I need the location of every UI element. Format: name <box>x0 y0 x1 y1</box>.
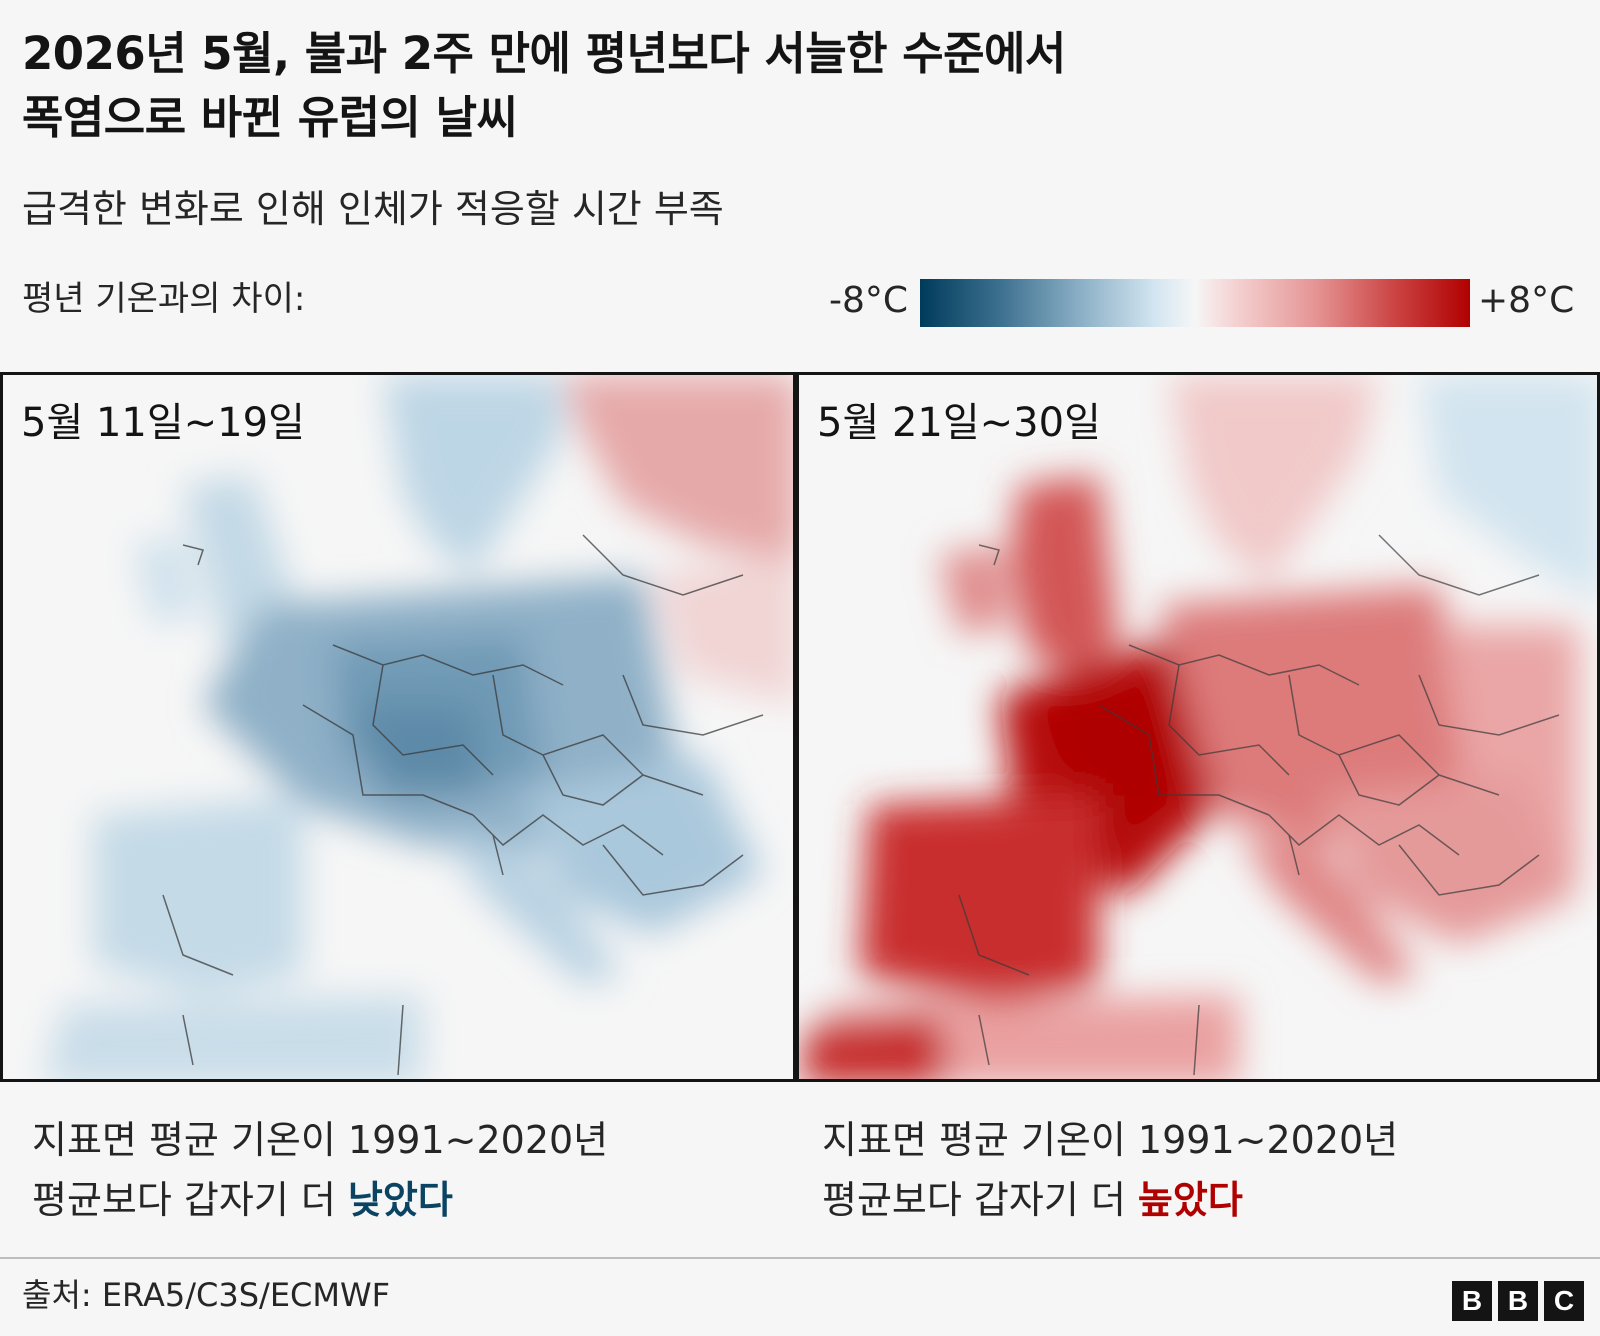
color-scale-bar <box>920 279 1470 327</box>
panel-date-label: 5월 21일~30일 <box>817 400 1101 446</box>
logo-letter: B <box>1498 1281 1538 1321</box>
map-panel-cold: 5월 11일~19일 <box>0 372 796 1082</box>
caption-line-1: 지표면 평균 기온이 1991~2020년 <box>32 1118 609 1162</box>
caption-line-1: 지표면 평균 기온이 1991~2020년 <box>822 1118 1399 1162</box>
caption-emphasis-hot: 높았다 <box>1137 1178 1243 1222</box>
panel-date-label: 5월 11일~19일 <box>21 400 305 446</box>
europe-map-cold <box>3 375 793 1079</box>
footer-divider <box>0 1257 1600 1259</box>
europe-map-warm <box>799 375 1597 1079</box>
map-panel-warm: 5월 21일~30일 <box>796 372 1600 1082</box>
country-borders <box>958 534 1560 1076</box>
caption-emphasis-cold: 낮았다 <box>347 1178 453 1222</box>
caption-prefix: 평균보다 갑자기 더 <box>822 1178 1138 1222</box>
caption-line-2: 평균보다 갑자기 더 높았다 <box>822 1170 1582 1230</box>
logo-letter: C <box>1544 1281 1584 1321</box>
bbc-logo: B B C <box>1452 1281 1584 1321</box>
country-borders <box>162 534 764 1076</box>
logo-letter: B <box>1452 1281 1492 1321</box>
subtitle: 급격한 변화로 인해 인체가 적응할 시간 부족 <box>22 187 724 231</box>
caption-prefix: 평균보다 갑자기 더 <box>32 1178 348 1222</box>
source-credit: 출처: ERA5/C3S/ECMWF <box>22 1276 391 1314</box>
legend-label: 평년 기온과의 차이: <box>22 279 306 319</box>
title-line-1: 2026년 5월, 불과 2주 만에 평년보다 서늘한 수준에서 <box>22 27 1066 80</box>
caption-warm: 지표면 평균 기온이 1991~2020년 평균보다 갑자기 더 높았다 <box>822 1110 1582 1230</box>
caption-line-2: 평균보다 갑자기 더 낮았다 <box>32 1170 792 1230</box>
title-line-2: 폭염으로 바뀐 유럽의 날씨 <box>22 91 518 144</box>
chart-title: 2026년 5월, 불과 2주 만에 평년보다 서늘한 수준에서 폭염으로 바뀐… <box>22 22 1522 150</box>
legend-min-label: -8°C <box>828 280 908 321</box>
caption-cold: 지표면 평균 기온이 1991~2020년 평균보다 갑자기 더 낮았다 <box>32 1110 792 1230</box>
legend-max-label: +8°C <box>1478 280 1575 321</box>
